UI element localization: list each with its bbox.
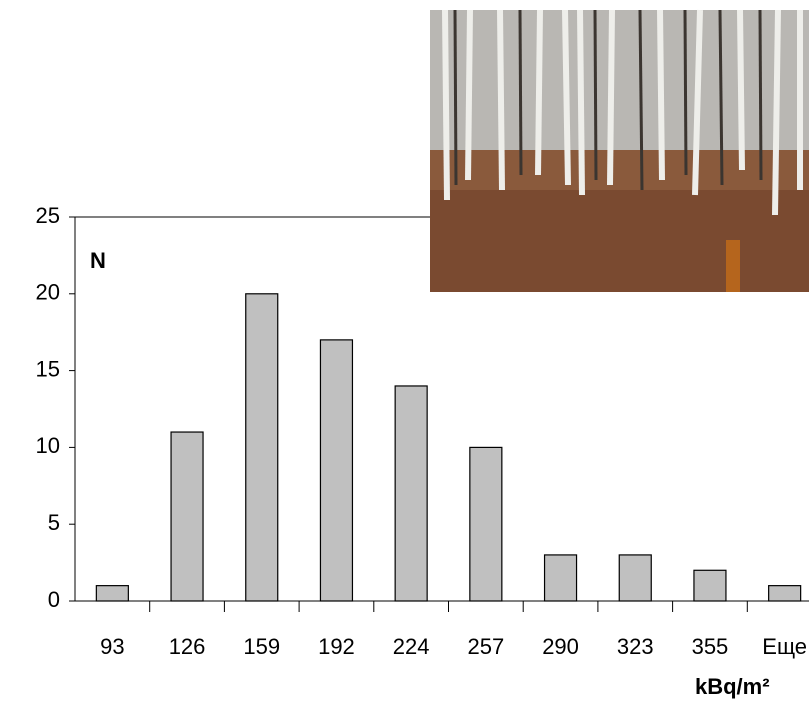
x-tick-label: 290 [542,634,579,659]
y-tick-label: 10 [36,433,60,458]
bar [769,586,801,601]
bar [694,570,726,601]
x-tick-label: Еще [762,634,807,659]
x-axis-label: kBq/m² [695,674,770,699]
bar [320,340,352,601]
bar [96,586,128,601]
bar [395,386,427,601]
x-tick-label: 93 [100,634,124,659]
x-tick-label: 323 [617,634,654,659]
bar [470,447,502,601]
bar [171,432,203,601]
y-tick-label: 25 [36,203,60,228]
x-tick-label: 224 [393,634,430,659]
y-axis-label: N [90,248,106,273]
x-tick-label: 257 [467,634,504,659]
forest-photo [430,10,809,292]
x-tick-label: 126 [169,634,206,659]
bar [619,555,651,601]
x-tick-label: 355 [692,634,729,659]
bar [545,555,577,601]
y-tick-label: 0 [48,587,60,612]
y-tick-label: 5 [48,510,60,535]
y-tick-label: 20 [36,280,60,305]
y-tick-label: 15 [36,356,60,381]
chart: N kBq/m² 0 5 10 15 20 25 93 126 159 192 224 257 290 3… [0,0,809,728]
x-tick-label: 159 [243,634,280,659]
x-tick-label: 192 [318,634,355,659]
bar [246,294,278,601]
